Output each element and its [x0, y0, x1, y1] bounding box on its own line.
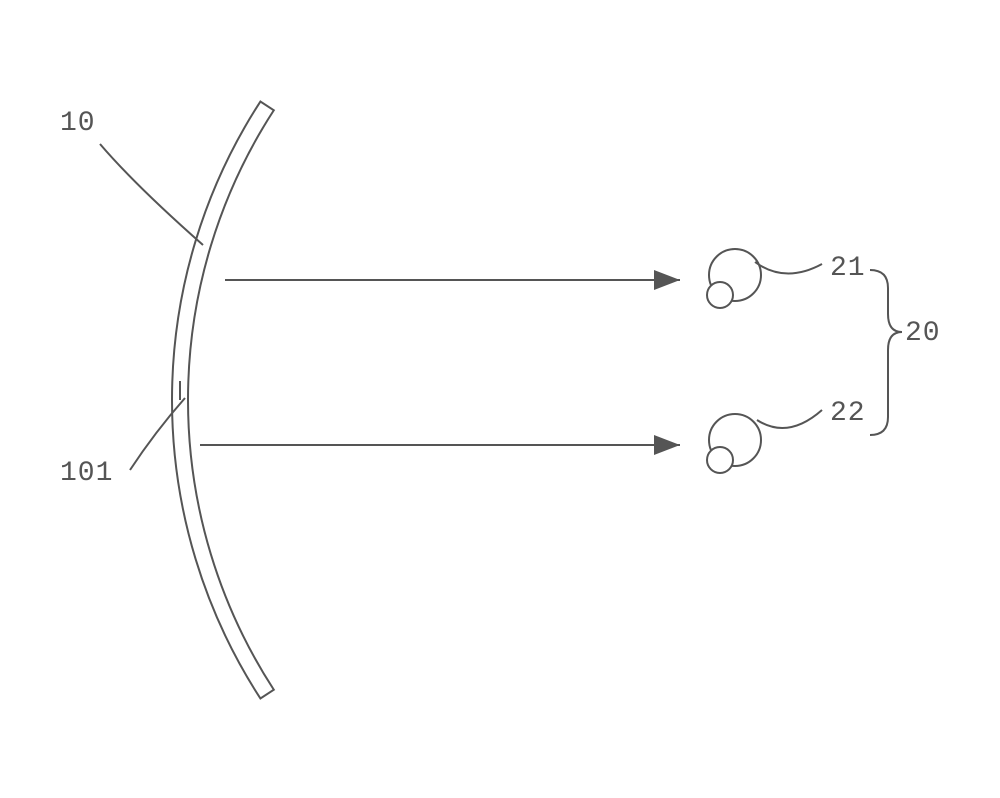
leader-obj-upper — [755, 262, 822, 274]
label-obj-lower: 22 — [830, 398, 866, 429]
arc-slab — [172, 102, 274, 699]
label-arc-mid: 101 — [60, 458, 113, 489]
leader-arc — [100, 144, 203, 245]
object-upper — [707, 249, 761, 308]
label-group: 20 — [905, 318, 941, 349]
label-obj-upper: 21 — [830, 253, 866, 284]
group-brace — [870, 270, 902, 435]
arrow-lower-head — [654, 435, 680, 455]
leader-obj-lower — [757, 410, 822, 428]
leader-arc-mid — [130, 398, 185, 470]
label-arc: 10 — [60, 108, 96, 139]
arrow-upper-head — [654, 270, 680, 290]
object-lower — [707, 414, 761, 473]
